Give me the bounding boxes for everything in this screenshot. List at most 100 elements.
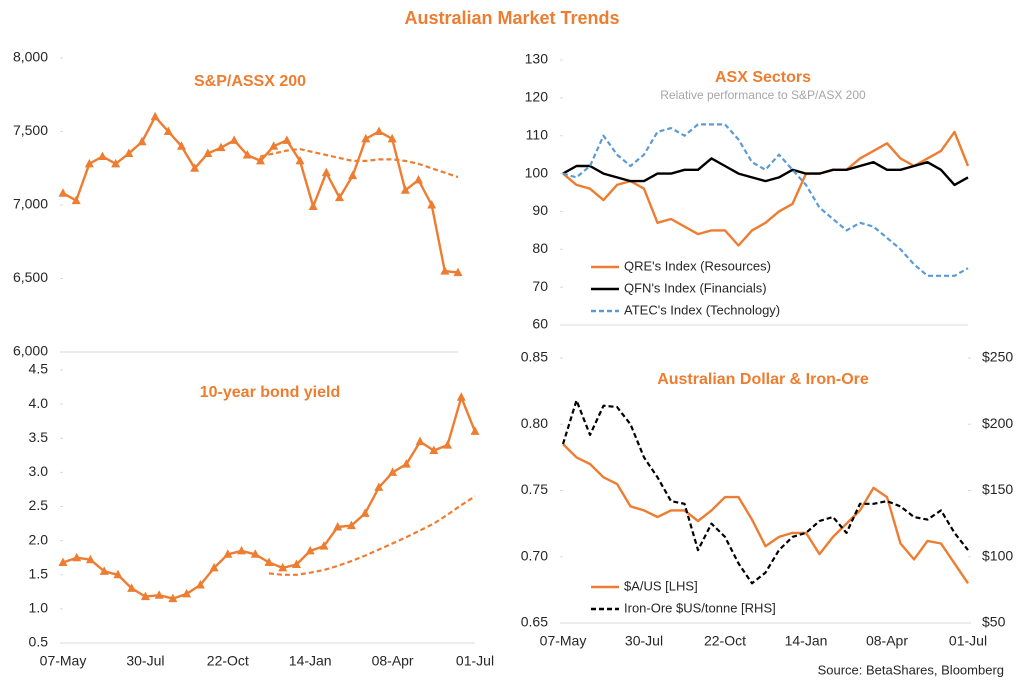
point-marker [150,111,160,121]
x-tick-label: 14-Jan [785,633,828,649]
point-marker [429,445,439,455]
point-marker [256,155,265,165]
y-tick-label: 70 [532,278,548,294]
point-marker [414,175,423,184]
point-marker [195,579,205,589]
point-marker [278,562,288,572]
y-tick-label: 4.0 [29,395,49,411]
x-tick-label: 22-Oct [704,633,746,649]
y-tick-label: 7,000 [13,196,48,212]
y-tick-label: 2.0 [29,531,49,547]
chart-title: Australian Dollar & Iron-Ore [657,371,869,388]
y-tick-label: 1.0 [29,600,49,616]
chart-title: ASX Sectors [715,69,811,86]
series-line [260,148,459,179]
point-marker [84,158,94,168]
y-tick-label: 80 [532,240,548,256]
point-marker [443,440,453,449]
y2-tick-label: $50 [982,614,1006,630]
point-marker [360,508,370,517]
chart-title: 10-year bond yield [200,384,341,401]
legend-label: ATEC's Index (Technology) [624,302,780,317]
y-tick-label: 6,500 [13,269,48,285]
point-marker [250,549,260,558]
point-marker [113,569,123,579]
point-marker [374,126,384,135]
point-marker [182,588,192,598]
legend-label: Iron-Ore $US/tonne [RHS] [624,600,776,615]
point-marker [346,520,356,530]
chart-subtitle: Relative performance to S&P/ASX 200 [660,88,866,102]
y-tick-label: 100 [525,164,549,180]
y-tick-label: 0.65 [521,614,548,630]
point-marker [71,195,81,205]
point-marker [456,392,466,401]
y-tick-label: 130 [525,51,549,67]
source-note: Source: BetaShares, Bloomberg [818,662,1004,677]
y-tick-label: 3.5 [29,429,49,445]
y-tick-label: 2.5 [29,497,49,513]
point-marker [415,436,425,446]
point-marker [348,170,358,180]
y-tick-label: 60 [532,316,548,332]
point-marker [163,126,173,135]
series-line [561,399,969,585]
legend-label: QFN's Index (Financials) [624,280,767,295]
series-line [562,157,969,187]
point-marker [361,133,371,143]
y-tick-label: 3.0 [29,463,49,479]
point-marker [264,557,274,566]
point-marker [58,188,68,197]
y-tick-label: 120 [525,89,549,105]
y-tick-label: 4.5 [29,361,49,377]
x-tick-label: 30-Jul [126,653,164,669]
page-title: Australian Market Trends [404,8,619,28]
point-marker [427,200,437,209]
point-marker [374,482,384,491]
x-tick-label: 07-May [40,653,87,669]
point-marker [99,566,109,575]
point-marker [400,185,410,194]
point-marker [216,142,226,152]
point-marker [291,559,301,569]
y-tick-label: 0.75 [521,481,548,497]
chart-title: S&P/ASSX 200 [194,73,306,90]
y-tick-label: 110 [526,126,549,142]
point-marker [401,459,411,468]
point-marker [85,554,95,564]
point-marker [319,541,329,550]
point-marker [98,151,107,160]
x-tick-label: 22-Oct [207,653,249,669]
point-marker [111,158,121,168]
y2-tick-label: $200 [982,415,1013,431]
series-line [562,123,969,277]
series-line [562,130,970,247]
y-tick-label: 6,000 [13,343,48,359]
point-marker [127,583,137,592]
x-tick-label: 08-Apr [866,633,908,649]
y-tick-label: 7,500 [13,122,48,138]
legend-label: QRE's Index (Resources) [624,258,771,273]
x-tick-label: 01-Jul [949,633,987,649]
y-tick-label: 0.85 [521,349,548,365]
y-tick-label: 90 [532,202,548,218]
series-line [62,396,477,600]
point-marker [177,141,186,150]
series-line [562,443,969,584]
point-marker [137,136,147,146]
x-tick-label: 07-May [540,633,587,649]
series-line [268,495,476,576]
y2-tick-label: $100 [982,547,1013,563]
point-marker [209,562,219,572]
x-tick-label: 08-Apr [372,653,414,669]
point-marker [237,545,247,555]
point-marker [190,163,200,172]
y-tick-label: 0.80 [521,415,548,431]
y-tick-label: 8,000 [13,49,48,65]
point-marker [295,155,305,165]
y2-tick-label: $250 [982,349,1013,365]
legend-label: $A/US [LHS] [624,578,698,593]
y-tick-label: 0.5 [29,634,49,650]
